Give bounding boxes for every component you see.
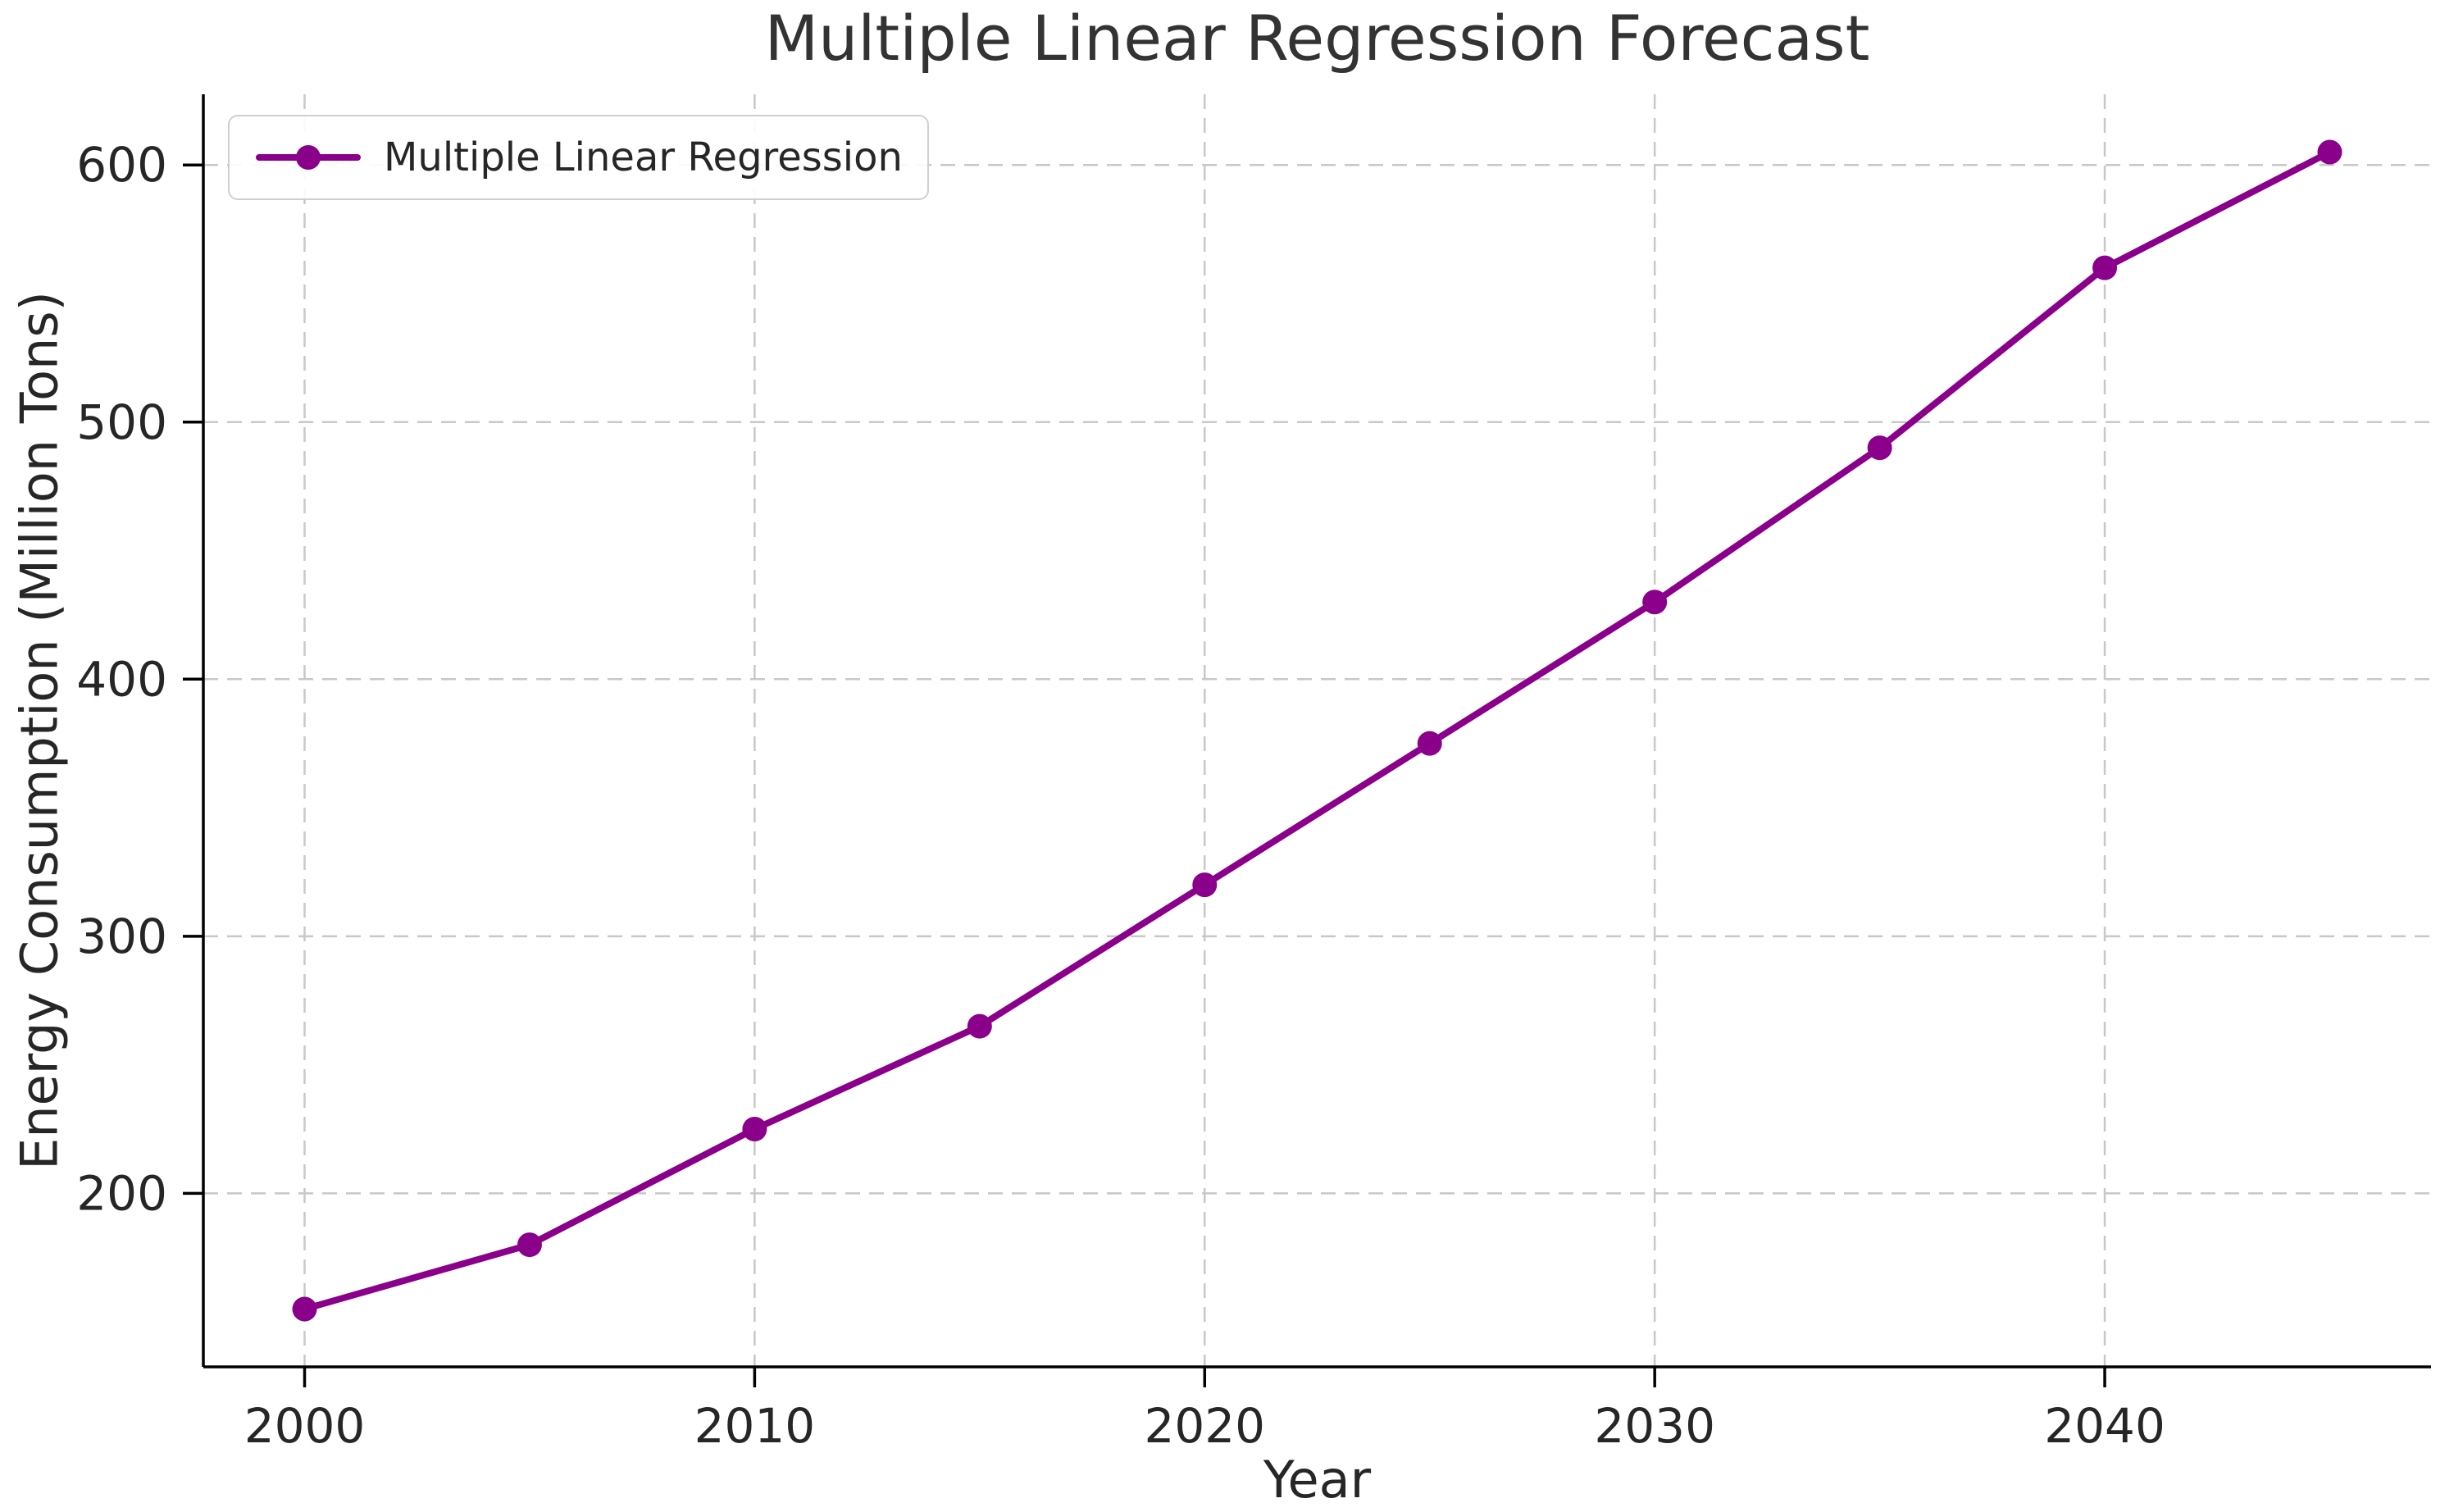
y-tick-label: 600 (76, 137, 167, 193)
data-point-marker (517, 1232, 542, 1258)
x-axis-label: Year (1263, 1450, 1372, 1510)
y-tick-label: 200 (76, 1165, 167, 1221)
y-tick-label: 500 (76, 394, 167, 450)
data-point-marker (2317, 139, 2342, 165)
x-tick-label: 2000 (244, 1398, 366, 1454)
data-point-marker (1192, 872, 1218, 898)
data-point-marker (967, 1013, 992, 1039)
data-point-marker (742, 1116, 767, 1141)
chart-title: Multiple Linear Regression Forecast (764, 2, 1870, 75)
y-tick-label: 400 (76, 651, 167, 707)
data-point-marker (2092, 255, 2118, 280)
data-point-marker (1642, 590, 1668, 615)
x-tick-label: 2040 (2044, 1398, 2165, 1454)
legend-label: Multiple Linear Regression (384, 134, 903, 180)
legend: Multiple Linear Regression (228, 115, 929, 200)
data-point-marker (292, 1296, 317, 1322)
x-tick-label: 2010 (694, 1398, 816, 1454)
data-point-marker (1867, 435, 1892, 461)
x-tick-label: 2020 (1144, 1398, 1265, 1454)
legend-line-marker-icon (256, 145, 361, 170)
y-tick-label: 300 (76, 909, 167, 964)
data-point-marker (1417, 731, 1442, 756)
series-line (301, 148, 2333, 1313)
x-tick-label: 2030 (1594, 1398, 1715, 1454)
